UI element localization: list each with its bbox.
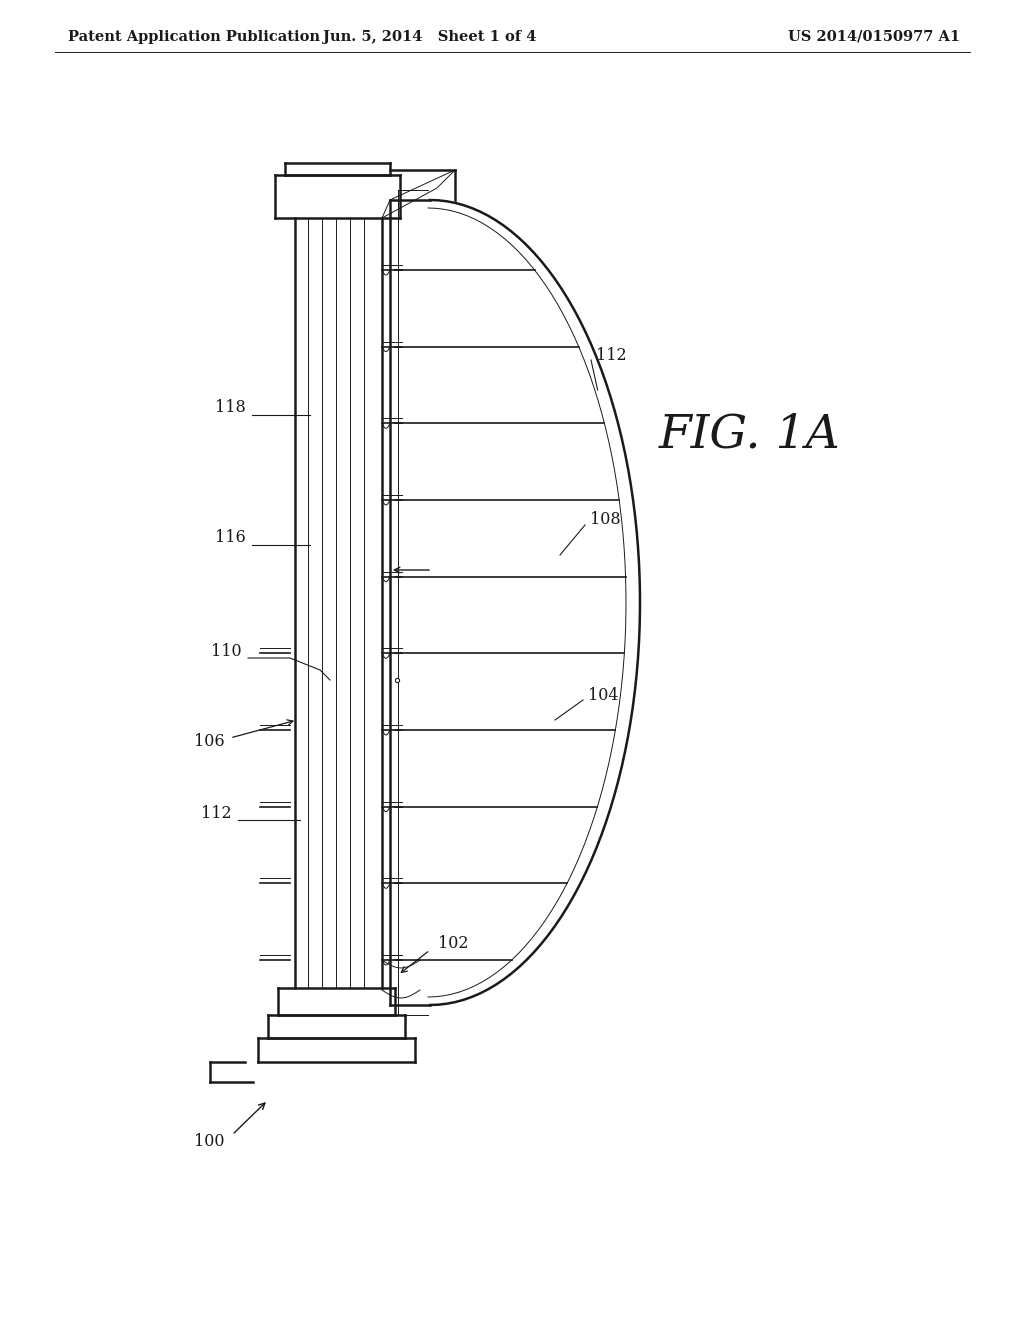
Text: Jun. 5, 2014   Sheet 1 of 4: Jun. 5, 2014 Sheet 1 of 4 — [324, 30, 537, 44]
Text: 110: 110 — [211, 644, 242, 660]
Text: 104: 104 — [588, 686, 618, 704]
Text: 102: 102 — [438, 936, 469, 953]
Text: 106: 106 — [195, 734, 225, 751]
Text: 112: 112 — [596, 346, 627, 363]
Text: FIG. 1A: FIG. 1A — [659, 412, 841, 458]
Text: 118: 118 — [215, 400, 246, 417]
Text: 100: 100 — [195, 1134, 225, 1151]
Text: Patent Application Publication: Patent Application Publication — [68, 30, 319, 44]
Text: 116: 116 — [215, 529, 246, 546]
Text: US 2014/0150977 A1: US 2014/0150977 A1 — [787, 30, 961, 44]
Text: 108: 108 — [590, 511, 621, 528]
Text: 112: 112 — [202, 805, 232, 822]
